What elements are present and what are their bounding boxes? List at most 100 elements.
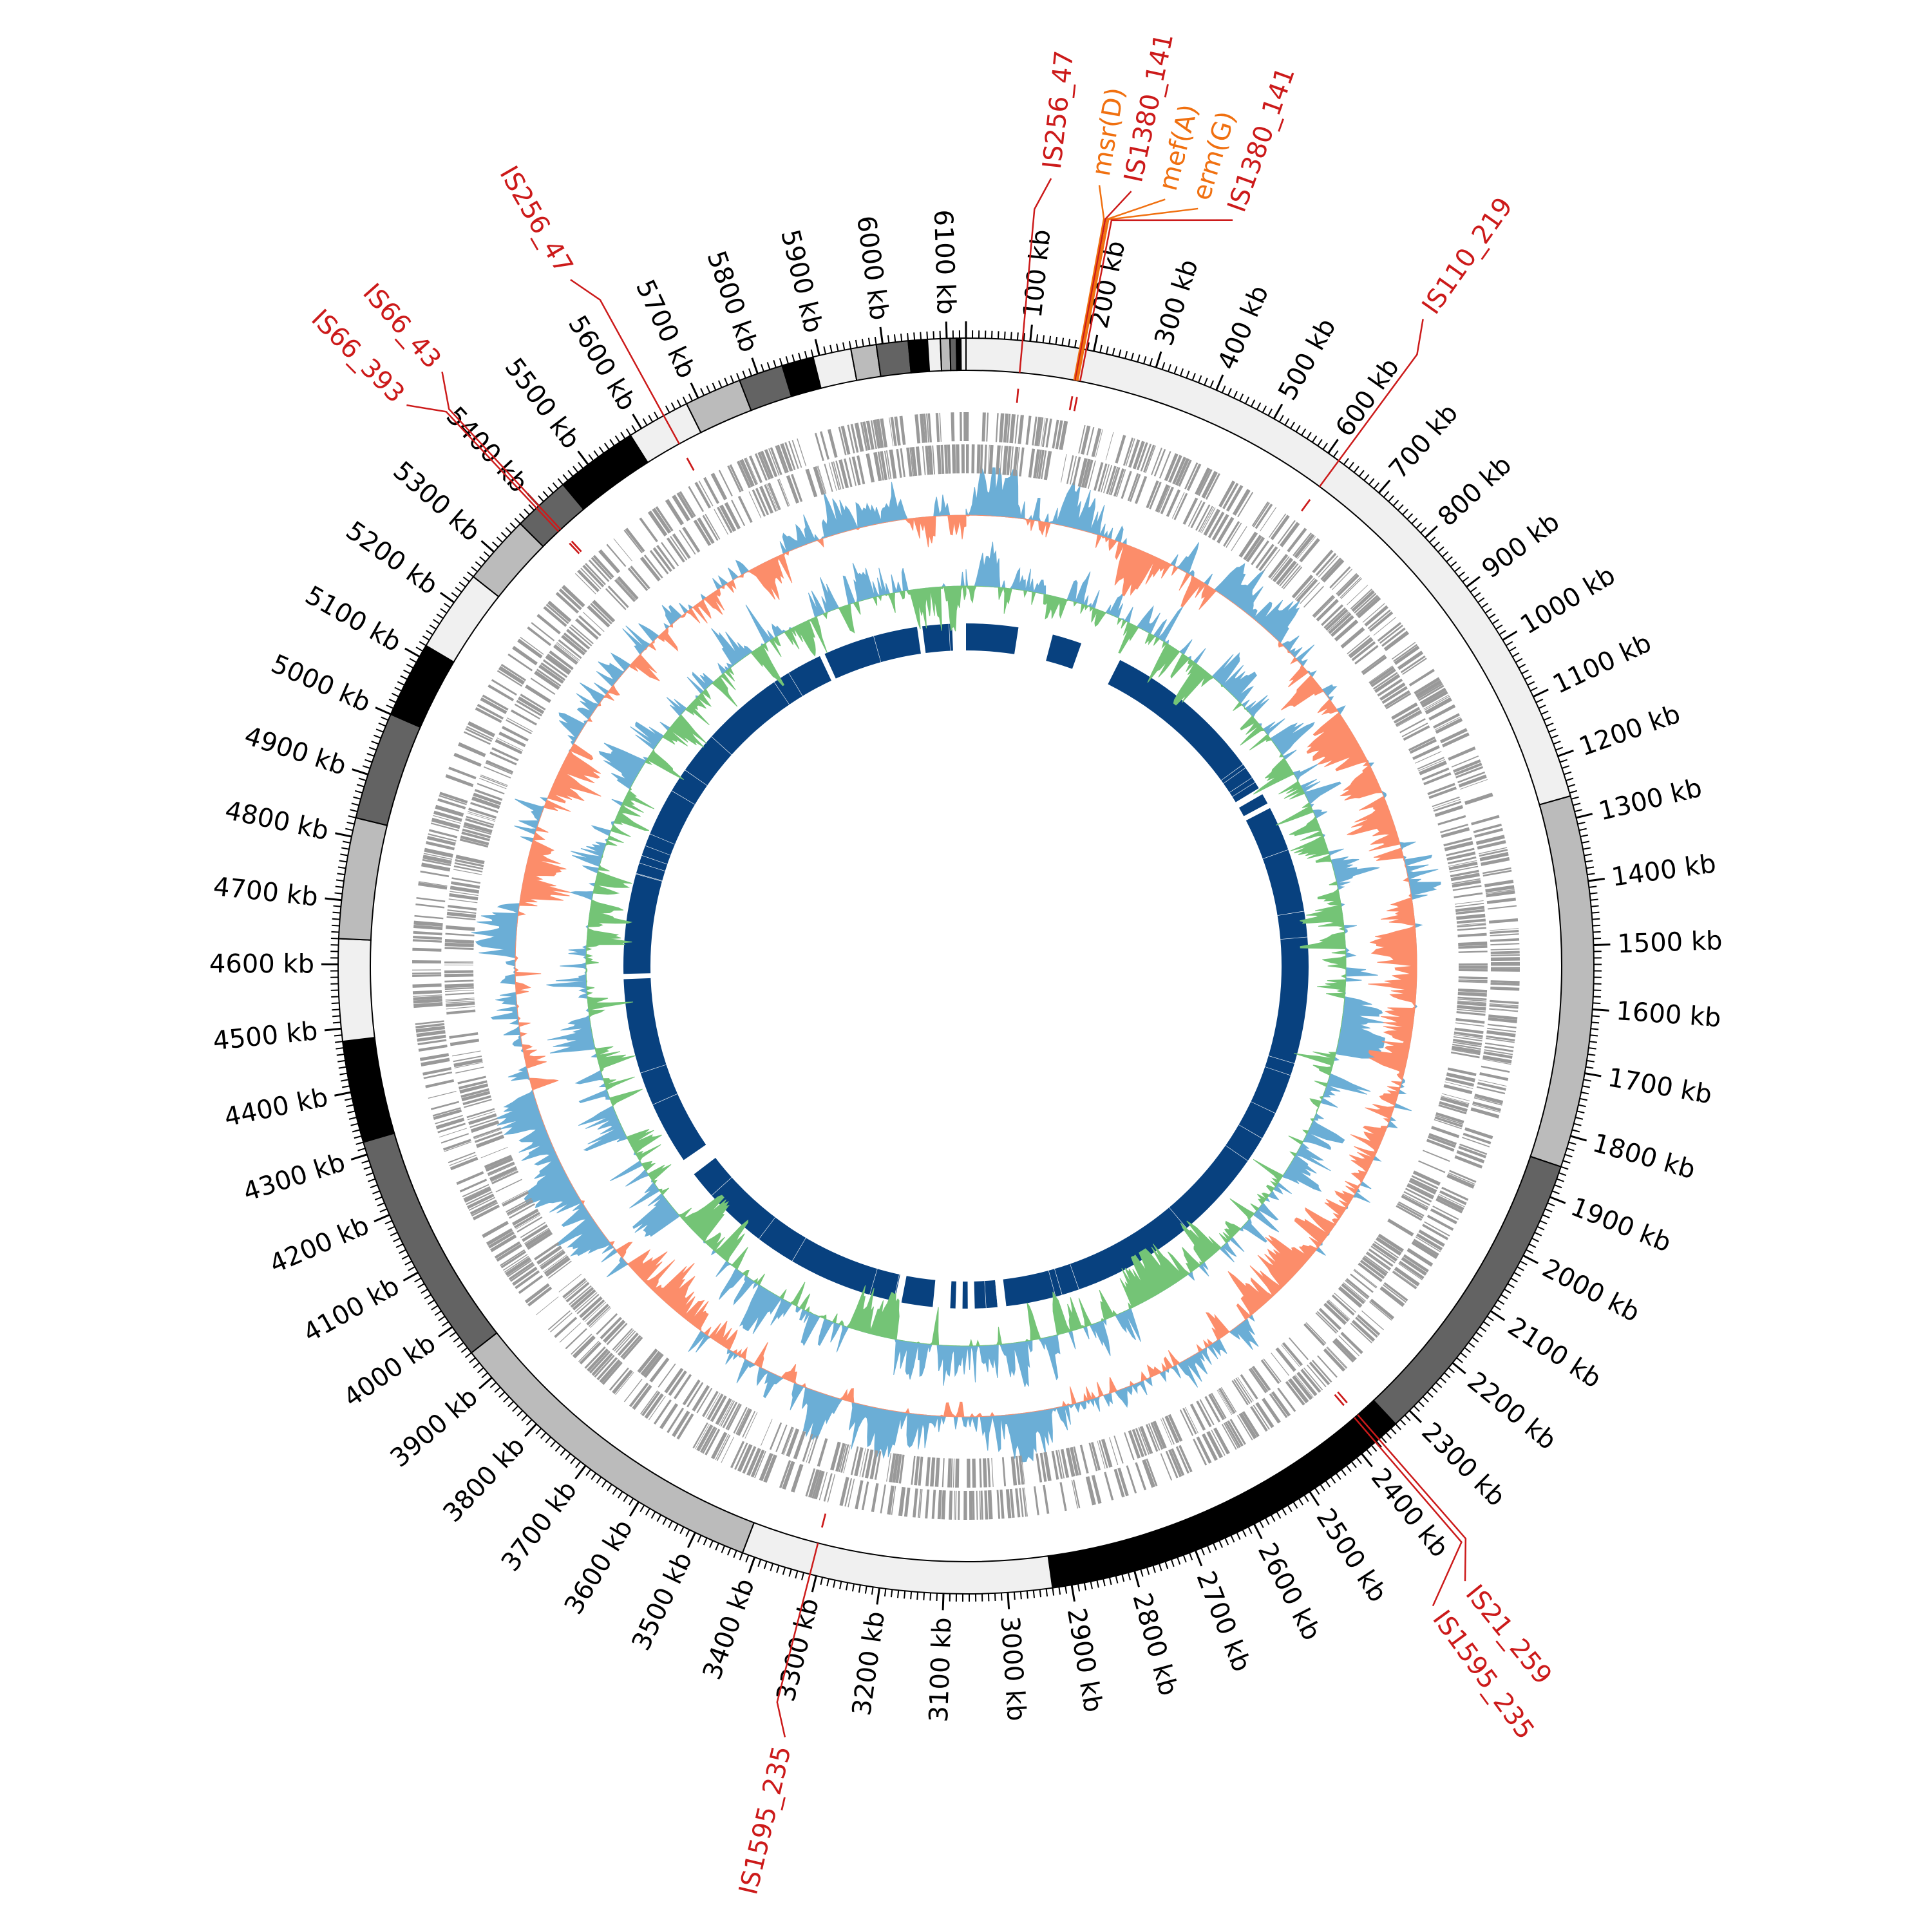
gene-feature: [1121, 471, 1132, 499]
minor-tick: [1444, 1372, 1451, 1379]
gene-feature: [569, 626, 592, 647]
gene-feature: [1458, 965, 1488, 969]
gene-feature: [562, 1278, 587, 1298]
gene-feature: [430, 822, 459, 831]
gene-feature: [569, 1285, 592, 1305]
gene-feature: [673, 1374, 692, 1399]
gene-feature: [1432, 1205, 1459, 1220]
gene-feature: [742, 1446, 757, 1474]
gene-feature: [527, 626, 552, 647]
gene-feature: [1365, 1253, 1390, 1271]
gene-feature: [1340, 578, 1362, 600]
gene-feature: [1490, 967, 1520, 968]
gene-feature: [817, 1438, 828, 1467]
gene-feature: [1186, 463, 1202, 491]
major-tick: [1452, 1362, 1466, 1374]
minor-tick: [1534, 1231, 1542, 1236]
alignment-gap: [649, 833, 675, 845]
tick-label: 2500 kb: [1311, 1503, 1393, 1607]
gene-feature: [1381, 627, 1406, 647]
minor-tick: [1513, 1272, 1521, 1277]
gene-feature: [491, 1170, 519, 1185]
gene-feature: [627, 567, 649, 591]
alignment-block: [962, 1281, 968, 1309]
gene-feature: [1486, 889, 1515, 895]
gene-feature: [775, 445, 787, 473]
minor-tick: [1276, 1511, 1282, 1519]
is-mark-track: [569, 388, 1348, 1528]
gene-feature: [1486, 1030, 1516, 1037]
alignment-gap: [946, 1281, 949, 1309]
gene-feature: [661, 542, 679, 567]
minor-tick: [994, 1593, 996, 1601]
minor-tick: [1521, 669, 1529, 674]
gene-feature: [467, 1111, 496, 1121]
gene-feature: [911, 1455, 916, 1485]
gene-feature: [1416, 1233, 1443, 1251]
gene-feature: [500, 663, 527, 681]
minor-tick: [368, 1178, 376, 1182]
minor-tick: [1311, 435, 1318, 443]
gene-feature: [1450, 873, 1480, 882]
gene-feature: [444, 983, 474, 989]
gene-feature: [486, 759, 514, 773]
gene-feature: [1108, 466, 1119, 495]
gene-feature: [1340, 1332, 1363, 1354]
major-tick: [814, 339, 820, 356]
annotation-connector: [570, 279, 680, 444]
gene-feature: [1454, 762, 1482, 776]
gene-feature: [453, 869, 482, 875]
minor-tick: [1077, 1584, 1081, 1592]
contig-segment: [341, 1037, 395, 1143]
major-tick: [350, 1153, 368, 1160]
gene-feature: [735, 1408, 750, 1435]
minor-tick: [763, 1561, 768, 1569]
minor-tick: [1180, 368, 1184, 376]
gene-feature: [1421, 767, 1450, 781]
minor-tick: [552, 482, 559, 489]
minor-tick: [1450, 561, 1457, 567]
alignment-gap: [652, 1094, 678, 1105]
minor-tick: [791, 354, 795, 363]
minor-tick: [483, 551, 491, 558]
gene-feature: [1195, 504, 1211, 531]
minor-tick: [1586, 1059, 1595, 1063]
minor-tick: [1420, 527, 1427, 534]
minor-tick: [1086, 342, 1090, 350]
gene-feature: [1135, 1428, 1148, 1456]
minor-tick: [507, 1401, 515, 1408]
gene-feature: [1472, 1101, 1501, 1112]
minor-tick: [1026, 1591, 1028, 1599]
gene-feature: [412, 974, 442, 978]
gene-feature: [1311, 1359, 1332, 1383]
gene-feature: [1279, 522, 1300, 547]
alignment-gap: [949, 623, 951, 651]
gene-feature: [699, 1426, 716, 1454]
minor-tick: [1530, 687, 1538, 692]
minor-tick: [1470, 587, 1477, 593]
gene-feature: [543, 1255, 567, 1273]
gene-feature: [972, 1490, 975, 1520]
gene-feature: [1414, 677, 1441, 695]
minor-tick: [422, 635, 430, 641]
gene-feature: [640, 1350, 661, 1376]
contig-segment: [927, 337, 943, 372]
major-tick: [577, 450, 589, 466]
gene-feature: [737, 495, 753, 524]
minor-tick: [1564, 771, 1572, 775]
minor-tick: [336, 879, 345, 882]
gene-feature: [444, 973, 474, 978]
gene-feature: [1034, 417, 1043, 446]
major-tick: [324, 1027, 342, 1032]
gene-feature: [755, 488, 770, 516]
gene-feature: [679, 491, 696, 517]
gene-feature: [940, 444, 945, 474]
minor-tick: [1363, 474, 1370, 481]
gene-feature: [418, 1044, 448, 1052]
gene-feature: [759, 1452, 773, 1481]
is-element-mark: [1073, 397, 1078, 412]
gene-feature: [1488, 1017, 1517, 1023]
gene-feature: [1132, 440, 1145, 469]
minor-tick: [570, 1457, 576, 1464]
gene-feature: [497, 737, 524, 751]
